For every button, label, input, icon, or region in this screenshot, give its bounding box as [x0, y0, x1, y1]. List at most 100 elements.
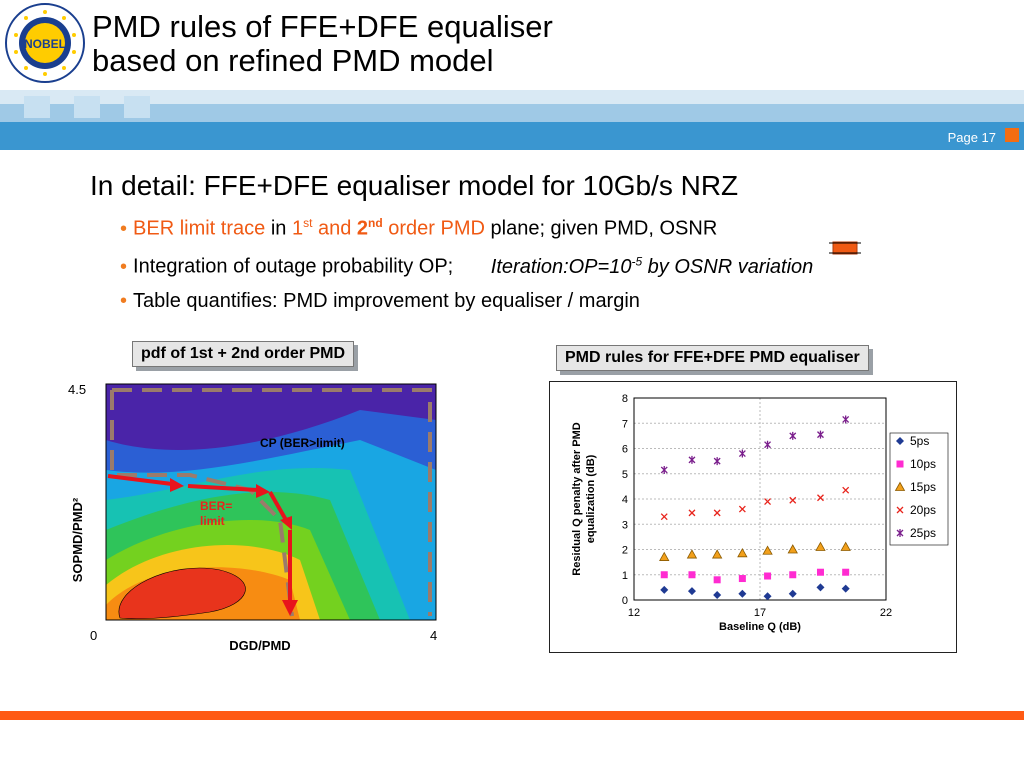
legend-marker-15ps: [894, 481, 906, 491]
bullet-1: • BER limit trace in 1st and 2nd order PM…: [120, 216, 717, 241]
bullet-text: and: [312, 217, 357, 240]
legend-label: 20ps: [910, 503, 936, 517]
legend-label: 10ps: [910, 457, 936, 471]
pmd-pdf-contour-plot: CP (BER>limit) BER= limit 4.5 0 4 DGD/PM…: [68, 382, 437, 653]
data-point-25ps: [713, 457, 721, 466]
data-point-5ps: [713, 590, 722, 599]
data-point-10ps: [688, 571, 696, 579]
data-point-15ps: [787, 544, 798, 554]
legend-marker-20ps: [896, 506, 904, 514]
bullet-text: plane; given PMD, OSNR: [484, 217, 718, 240]
bullet-text: 2: [356, 217, 369, 240]
data-point-5ps: [816, 583, 825, 592]
data-point-25ps: [660, 465, 668, 474]
x-axis-label: DGD/PMD: [229, 638, 290, 653]
data-point-10ps: [738, 575, 746, 583]
bullet-text: 1: [291, 217, 304, 240]
bullet-sup: st: [303, 216, 313, 230]
data-point-20ps: [713, 509, 721, 517]
title-line-2: based on refined PMD model: [92, 43, 494, 78]
y-tick-label: 4: [622, 494, 628, 506]
data-point-25ps: [789, 431, 797, 440]
legend-marker-10ps: [896, 460, 904, 468]
data-point-10ps: [660, 571, 668, 579]
legend-label: 15ps: [910, 480, 936, 494]
data-point-15ps: [815, 541, 826, 551]
bullet-2: • Integration of outage probability OP; I…: [120, 254, 813, 279]
data-point-5ps: [788, 589, 797, 598]
cp-label: CP (BER>limit): [260, 436, 345, 450]
data-point-15ps: [711, 549, 723, 559]
nobel-logo: NOBEL: [5, 3, 85, 83]
data-point-5ps: [660, 585, 669, 594]
bullet-dot: •: [120, 217, 128, 240]
page-title: PMD rules of FFE+DFE equaliser based on …: [92, 10, 553, 78]
data-point-15ps: [737, 547, 748, 558]
legend-marker-5ps: [896, 437, 904, 445]
ber-limit-trace-text: BER limit trace: [133, 217, 266, 240]
decor-square: [24, 96, 50, 118]
y-tick-label: 5: [622, 469, 628, 481]
data-point-20ps: [738, 505, 746, 513]
x-tick-label: 12: [628, 607, 640, 619]
data-point-15ps: [686, 549, 698, 559]
x-axis-label: Baseline Q (dB): [719, 621, 801, 633]
data-point-10ps: [713, 576, 721, 584]
data-point-25ps: [842, 415, 850, 424]
slide-heading: In detail: FFE+DFE equaliser model for 1…: [90, 170, 739, 201]
y-tick-label: 7: [622, 418, 628, 430]
data-point-5ps: [763, 592, 772, 601]
data-point-25ps: [688, 455, 696, 464]
data-point-5ps: [841, 584, 850, 593]
bullet-text: by OSNR variation: [642, 255, 814, 278]
decor-square: [74, 96, 100, 118]
data-point-5ps: [687, 587, 696, 596]
data-point-15ps: [840, 541, 851, 551]
y-tick-label: 8: [622, 393, 628, 405]
bullet-3: • Table quantifies: PMD improvement by eq…: [120, 290, 640, 313]
x-max-tick: 4: [430, 628, 437, 643]
data-point-15ps: [659, 551, 670, 561]
bullet-text: Table quantifies: PMD improvement by equ…: [133, 290, 640, 312]
bullet-sup: -5: [631, 254, 643, 268]
bullet-text: in: [265, 217, 292, 240]
data-point-25ps: [738, 449, 746, 458]
osnr-highlight-marker: [829, 241, 861, 255]
y-axis-label: SOPMD/PMD²: [70, 497, 85, 582]
y-tick-label: 0: [622, 595, 628, 607]
right-panel-label: PMD rules for FFE+DFE PMD equaliser: [556, 345, 869, 371]
bullet-text: Iteration:OP=10: [490, 255, 632, 278]
data-point-10ps: [789, 571, 797, 579]
y-tick-label: 3: [622, 519, 628, 531]
header-band-dark: [0, 122, 1024, 150]
y-tick-label: 1: [622, 570, 628, 582]
title-line-1: PMD rules of FFE+DFE equaliser: [92, 9, 553, 44]
footer-bar: [0, 711, 1024, 720]
data-point-20ps: [817, 494, 824, 502]
bullet-sup: nd: [368, 216, 383, 230]
data-point-25ps: [817, 430, 824, 439]
x-tick-label: 17: [754, 607, 766, 619]
y-max-tick: 4.5: [68, 382, 86, 397]
iteration-text: Iteration:OP=10-5 by OSNR variation: [490, 254, 814, 278]
data-point-10ps: [842, 568, 850, 576]
y-axis-label: Residual Q penalty after PMD equalization…: [571, 422, 597, 575]
legend-label: 5ps: [910, 434, 929, 448]
y-tick-label: 2: [622, 545, 628, 557]
logo-text: NOBEL: [24, 37, 66, 51]
data-point-25ps: [764, 440, 772, 449]
header-band-light: [0, 90, 1024, 104]
page-number: Page 17: [947, 130, 996, 145]
data-point-10ps: [764, 572, 772, 580]
data-point-20ps: [688, 509, 696, 517]
chart-frame: 0 1 2 3 4 5 6 7 8 12 17 22 Baseline Q (dB) Residual Q…: [549, 381, 957, 653]
bullet-text: order PMD: [382, 217, 485, 240]
data-point-20ps: [764, 498, 772, 505]
data-point-10ps: [816, 568, 824, 576]
data-point-5ps: [738, 589, 747, 598]
header-band-mid: [0, 104, 1024, 122]
ber-label-line2: limit: [200, 514, 225, 528]
page-marker-square: [1005, 128, 1019, 142]
legend-label: 25ps: [910, 526, 936, 540]
